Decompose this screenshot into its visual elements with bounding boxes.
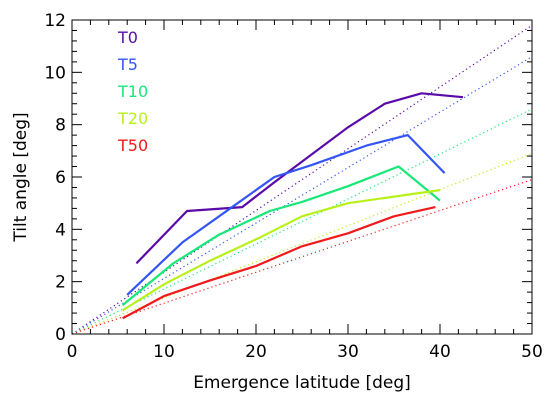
x-tick-label: 0 bbox=[67, 342, 78, 362]
series-line-t5 bbox=[126, 134, 446, 296]
y-tick-label: 4 bbox=[55, 220, 66, 240]
series-line-t50 bbox=[122, 206, 436, 320]
fit-line-t50 bbox=[71, 179, 533, 335]
y-axis-title: Tilt angle [deg] bbox=[11, 112, 31, 242]
x-tick-label: 10 bbox=[153, 342, 175, 362]
y-tick-label: 6 bbox=[55, 168, 66, 188]
series-line-t0 bbox=[135, 92, 464, 265]
y-tick-label: 8 bbox=[55, 116, 66, 136]
y-tick-label: 2 bbox=[55, 273, 66, 293]
series-line-t20 bbox=[122, 189, 441, 312]
series-lines-group bbox=[121, 92, 464, 320]
legend: T0 T5 T10 T20 T50 bbox=[117, 28, 148, 155]
legend-entry-t20: T20 bbox=[117, 109, 148, 128]
axis-ticks-group bbox=[71, 19, 533, 335]
plot-frame bbox=[71, 19, 533, 335]
series-line-t10 bbox=[121, 165, 441, 307]
y-tick-label: 10 bbox=[44, 63, 66, 83]
y-tick-label: 12 bbox=[44, 11, 66, 31]
fit-line-t20 bbox=[71, 152, 533, 335]
legend-entry-t10: T10 bbox=[117, 82, 148, 101]
x-tick-label: 50 bbox=[521, 342, 543, 362]
legend-entry-t0: T0 bbox=[117, 28, 138, 47]
fit-line-t0 bbox=[71, 24, 533, 335]
fit-lines-group bbox=[71, 24, 533, 335]
x-axis-title: Emergence latitude [deg] bbox=[193, 373, 411, 393]
y-tick-label: 0 bbox=[55, 325, 66, 345]
x-tick-label: 40 bbox=[429, 342, 451, 362]
tick-labels-group: 0 10 20 30 40 50 0 2 4 6 8 10 12 bbox=[44, 11, 542, 362]
legend-entry-t5: T5 bbox=[117, 55, 138, 74]
legend-entry-t50: T50 bbox=[117, 136, 148, 155]
x-tick-label: 30 bbox=[337, 342, 359, 362]
x-tick-label: 20 bbox=[245, 342, 267, 362]
